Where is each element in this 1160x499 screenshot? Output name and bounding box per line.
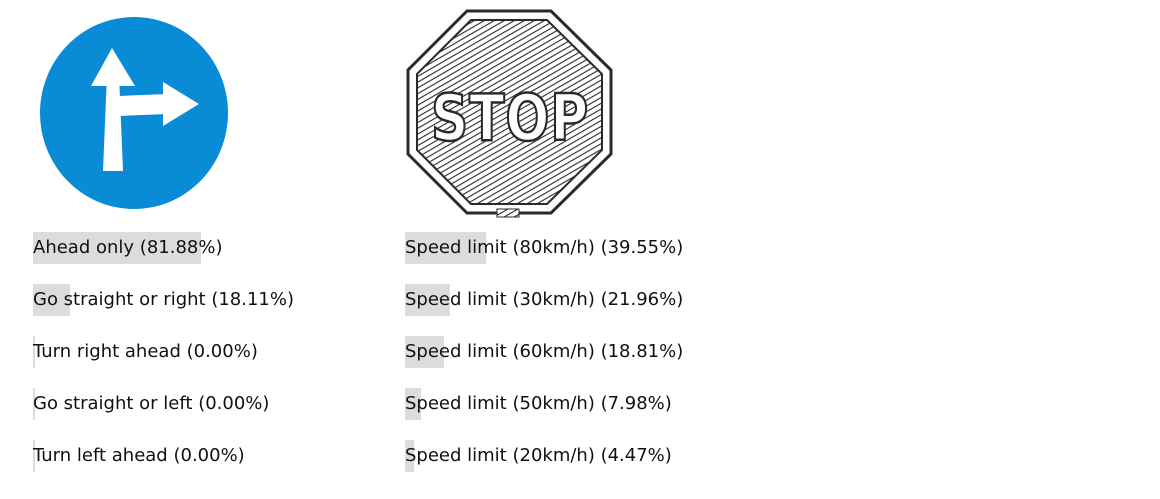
prediction-percent: (18.11%) [211, 289, 295, 310]
prediction-row: Go straight or right (18.11%) [33, 284, 373, 316]
probability-bar [405, 336, 444, 368]
probability-bar [33, 232, 201, 264]
stop-sign-sketch-icon: STOP [406, 9, 613, 218]
prediction-text: Speed limit (20km/h) (4.47%) [405, 440, 672, 472]
prediction-row: Go straight or left (0.00%) [33, 388, 373, 420]
prediction-text: Go straight or right (18.11%) [33, 284, 294, 316]
probability-bar [33, 284, 71, 316]
prediction-percent: (0.00%) [198, 393, 270, 414]
prediction-text: Turn right ahead (0.00%) [33, 336, 258, 368]
prediction-text: Speed limit (50km/h) (7.98%) [405, 388, 672, 420]
probability-bar [33, 440, 35, 472]
prediction-label: Go straight or left [33, 393, 193, 414]
prediction-label: Speed limit (30km/h) [405, 289, 595, 310]
prediction-text: Speed limit (80km/h) (39.55%) [405, 232, 683, 264]
prediction-row: Speed limit (30km/h) (21.96%) [405, 284, 745, 316]
prediction-percent: (39.55%) [600, 237, 684, 258]
stop-sign-text: STOP [431, 82, 589, 156]
prediction-label: Speed limit (80km/h) [405, 237, 595, 258]
prediction-percent: (7.98%) [600, 393, 672, 414]
prediction-percent: (21.96%) [600, 289, 684, 310]
prediction-row: Speed limit (20km/h) (4.47%) [405, 440, 745, 472]
prediction-row: Speed limit (50km/h) (7.98%) [405, 388, 745, 420]
prediction-row: Turn right ahead (0.00%) [33, 336, 373, 368]
prediction-percent: (4.47%) [600, 445, 672, 466]
prediction-text: Go straight or left (0.00%) [33, 388, 269, 420]
prediction-label: Turn left ahead [33, 445, 168, 466]
prediction-text: Turn left ahead (0.00%) [33, 440, 245, 472]
prediction-label: Ahead only [33, 237, 135, 258]
prediction-text: Speed limit (60km/h) (18.81%) [405, 336, 683, 368]
probability-bar [33, 388, 35, 420]
prediction-label: Turn right ahead [33, 341, 181, 362]
prediction-row: Ahead only (81.88%) [33, 232, 373, 264]
prediction-label: Go straight or right [33, 289, 206, 310]
prediction-row: Turn left ahead (0.00%) [33, 440, 373, 472]
probability-bar [405, 232, 487, 264]
prediction-percent: (18.81%) [600, 341, 684, 362]
prediction-panel: STOP Speed limit (80km/h) (39.55%) Speed … [405, 0, 765, 499]
prediction-text: Speed limit (30km/h) (21.96%) [405, 284, 683, 316]
probability-bar [405, 284, 451, 316]
prediction-label: Speed limit (20km/h) [405, 445, 595, 466]
probability-bar [405, 388, 422, 420]
probability-bar [405, 440, 415, 472]
prediction-percent: (0.00%) [186, 341, 258, 362]
prediction-text: Ahead only (81.88%) [33, 232, 222, 264]
prediction-percent: (81.88%) [139, 237, 223, 258]
prediction-label: Speed limit (50km/h) [405, 393, 595, 414]
prediction-panel: Ahead only (81.88%) Go straight or right … [33, 0, 393, 499]
prediction-row: Speed limit (80km/h) (39.55%) [405, 232, 745, 264]
prediction-row: Speed limit (60km/h) (18.81%) [405, 336, 745, 368]
prediction-percent: (0.00%) [173, 445, 245, 466]
prediction-label: Speed limit (60km/h) [405, 341, 595, 362]
probability-bar [33, 336, 35, 368]
ahead-or-right-sign-icon [40, 17, 228, 209]
